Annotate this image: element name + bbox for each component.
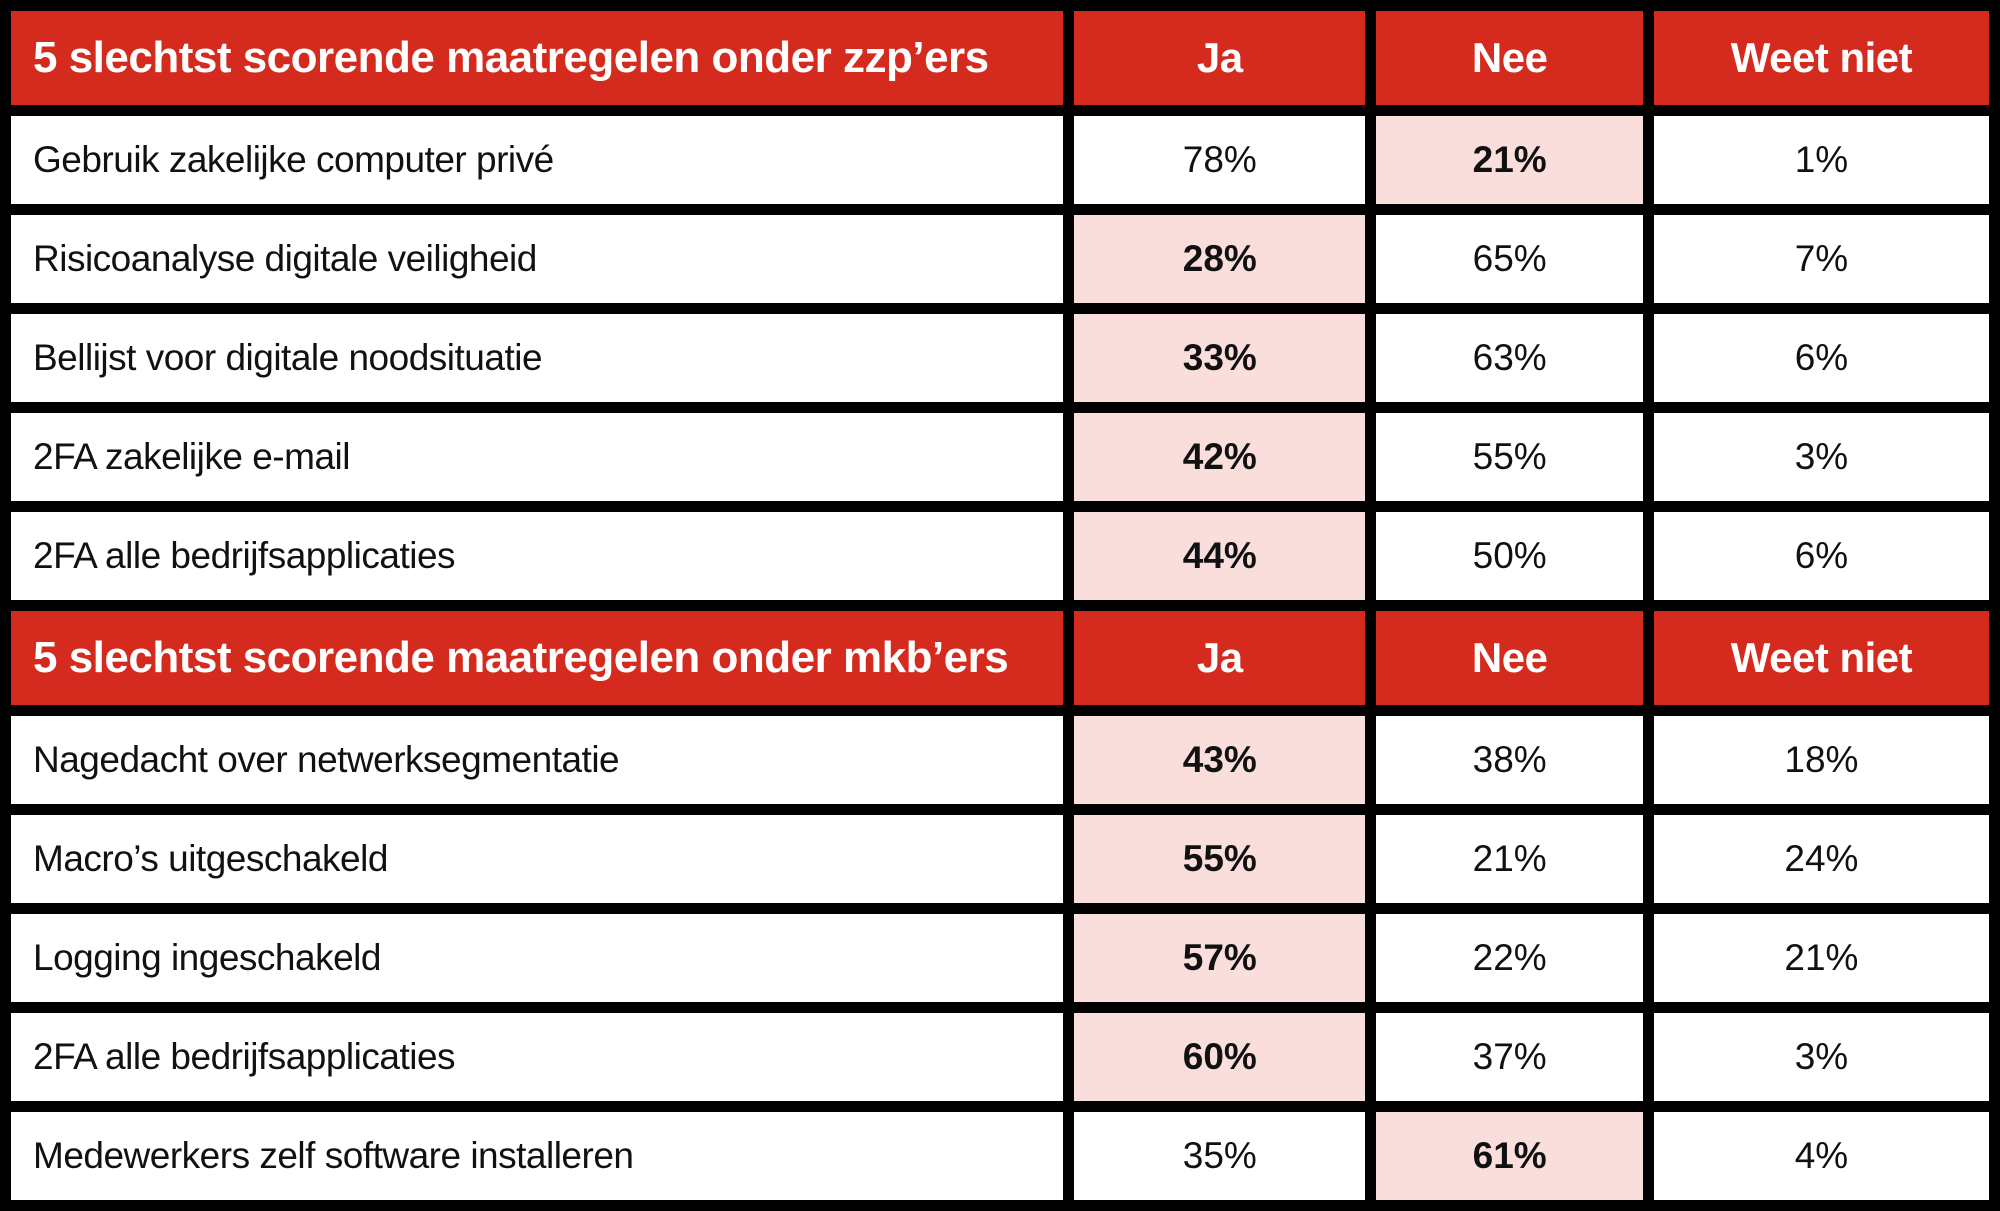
ja-value: 78%	[1063, 105, 1377, 215]
table-row: Bellijst voor digitale noodsituatie 33% …	[0, 303, 2000, 413]
weetniet-value: 21%	[1642, 903, 2000, 1013]
ja-value: 33%	[1063, 303, 1377, 413]
column-header-nee: Nee	[1365, 600, 1654, 716]
nee-value: 63%	[1365, 303, 1654, 413]
weetniet-value: 3%	[1642, 402, 2000, 512]
table-row: Gebruik zakelijke computer privé 78% 21%…	[0, 105, 2000, 215]
column-header-nee: Nee	[1365, 0, 1654, 116]
ja-value: 60%	[1063, 1002, 1377, 1112]
nee-value: 61%	[1365, 1101, 1654, 1211]
row-label: Gebruik zakelijke computer privé	[0, 105, 1075, 215]
column-header-ja: Ja	[1063, 0, 1377, 116]
nee-value: 55%	[1365, 402, 1654, 512]
table-row: Medewerkers zelf software installeren 35…	[0, 1101, 2000, 1211]
weetniet-value: 24%	[1642, 804, 2000, 914]
ja-value: 55%	[1063, 804, 1377, 914]
nee-value: 65%	[1365, 204, 1654, 314]
ja-value: 35%	[1063, 1101, 1377, 1211]
table-row: Logging ingeschakeld 57% 22% 21%	[0, 903, 2000, 1013]
table-row: 2FA alle bedrijfsapplicaties 44% 50% 6%	[0, 501, 2000, 611]
section-title-zzp: 5 slechtst scorende maatregelen onder zz…	[0, 0, 1075, 116]
nee-value: 50%	[1365, 501, 1654, 611]
weetniet-value: 1%	[1642, 105, 2000, 215]
row-label: Logging ingeschakeld	[0, 903, 1075, 1013]
ja-value: 42%	[1063, 402, 1377, 512]
nee-value: 21%	[1365, 804, 1654, 914]
weetniet-value: 6%	[1642, 303, 2000, 413]
table-row: Risicoanalyse digitale veiligheid 28% 65…	[0, 204, 2000, 314]
row-label: Nagedacht over netwerksegmentatie	[0, 705, 1075, 815]
weetniet-value: 7%	[1642, 204, 2000, 314]
row-label: Risicoanalyse digitale veiligheid	[0, 204, 1075, 314]
row-label: Macro’s uitgeschakeld	[0, 804, 1075, 914]
table-header-zzp: 5 slechtst scorende maatregelen onder zz…	[0, 0, 2000, 116]
ja-value: 44%	[1063, 501, 1377, 611]
table-row: 2FA zakelijke e-mail 42% 55% 3%	[0, 402, 2000, 512]
table-row: Nagedacht over netwerksegmentatie 43% 38…	[0, 705, 2000, 815]
nee-value: 37%	[1365, 1002, 1654, 1112]
nee-value: 22%	[1365, 903, 1654, 1013]
nee-value: 38%	[1365, 705, 1654, 815]
nee-value: 21%	[1365, 105, 1654, 215]
weetniet-value: 3%	[1642, 1002, 2000, 1112]
ja-value: 57%	[1063, 903, 1377, 1013]
table-row: Macro’s uitgeschakeld 55% 21% 24%	[0, 804, 2000, 914]
weetniet-value: 18%	[1642, 705, 2000, 815]
row-label: 2FA zakelijke e-mail	[0, 402, 1075, 512]
column-header-weetniet: Weet niet	[1642, 600, 2000, 716]
row-label: Bellijst voor digitale noodsituatie	[0, 303, 1075, 413]
section-title-mkb: 5 slechtst scorende maatregelen onder mk…	[0, 600, 1075, 716]
row-label: Medewerkers zelf software installeren	[0, 1101, 1075, 1211]
weetniet-value: 4%	[1642, 1101, 2000, 1211]
ja-value: 28%	[1063, 204, 1377, 314]
row-label: 2FA alle bedrijfsapplicaties	[0, 1002, 1075, 1112]
ja-value: 43%	[1063, 705, 1377, 815]
column-header-weetniet: Weet niet	[1642, 0, 2000, 116]
weetniet-value: 6%	[1642, 501, 2000, 611]
row-label: 2FA alle bedrijfsapplicaties	[0, 501, 1075, 611]
table-header-mkb: 5 slechtst scorende maatregelen onder mk…	[0, 600, 2000, 716]
table-row: 2FA alle bedrijfsapplicaties 60% 37% 3%	[0, 1002, 2000, 1112]
column-header-ja: Ja	[1063, 600, 1377, 716]
